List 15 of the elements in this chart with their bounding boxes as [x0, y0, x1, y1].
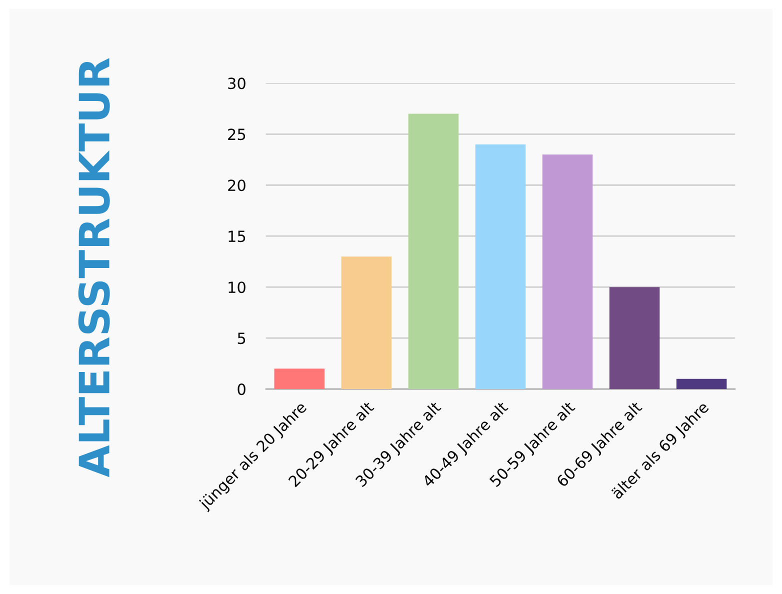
bar: [676, 378, 727, 390]
y-tick-label: 0: [238, 384, 246, 396]
bar: [274, 368, 325, 390]
bar: [408, 114, 459, 390]
text: ALTERSSTRUKTUR: [78, 58, 110, 478]
y-tick-label: 5: [238, 332, 246, 344]
y-tick-label: 15: [228, 230, 246, 242]
y-tick-label: 30: [228, 78, 246, 90]
bar: [475, 144, 526, 390]
y-tick-label: 25: [228, 128, 246, 140]
bar: [609, 287, 660, 390]
y-tick-label: 10: [228, 282, 246, 294]
bar: [341, 256, 392, 390]
bar: [542, 154, 593, 390]
y-tick-label: 20: [228, 180, 246, 192]
